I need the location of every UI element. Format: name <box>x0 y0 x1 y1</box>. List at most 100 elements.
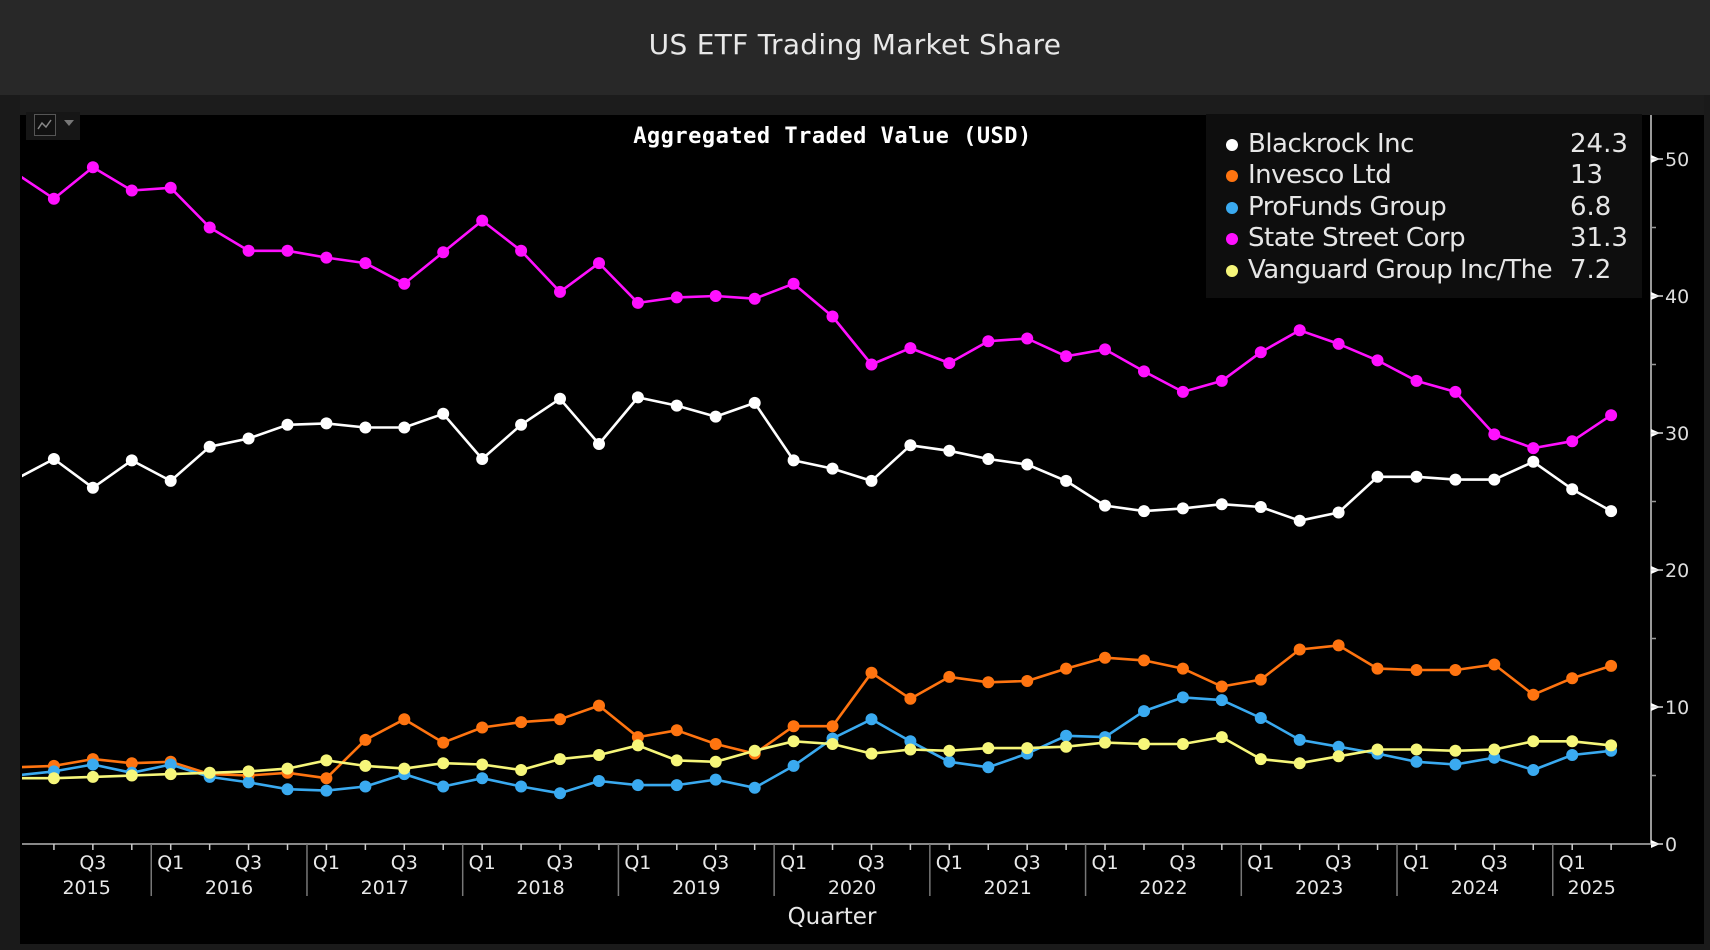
data-point <box>709 738 722 750</box>
data-point <box>554 787 566 800</box>
y-tick-label: 10 <box>1665 697 1689 719</box>
x-tick-label: Q1 <box>157 852 184 874</box>
legend-label: State Street Corp <box>1248 223 1466 253</box>
data-point <box>943 744 956 757</box>
data-point <box>1410 664 1423 676</box>
legend-dot-icon <box>1226 170 1238 182</box>
data-point <box>1099 343 1111 356</box>
data-point <box>1138 738 1150 750</box>
data-point <box>982 676 995 689</box>
data-point <box>904 743 917 756</box>
legend-dot-icon <box>1226 139 1238 151</box>
y-tick-label: 50 <box>1665 149 1689 171</box>
data-point <box>1332 337 1345 350</box>
data-point <box>1605 505 1618 518</box>
data-point <box>748 744 761 757</box>
data-point <box>320 772 333 785</box>
legend-item[interactable]: ProFunds Group 6.8 <box>1226 191 1636 223</box>
data-point <box>320 784 333 797</box>
legend-item[interactable]: Vanguard Group Inc/The 7.2 <box>1226 254 1636 286</box>
x-year-label: 2025 <box>1567 877 1615 899</box>
data-point <box>554 392 566 405</box>
series-state-street-corp <box>9 161 1618 455</box>
bottom-frame <box>0 944 1710 950</box>
left-frame <box>0 95 20 950</box>
data-point <box>515 244 528 257</box>
data-point <box>826 310 839 323</box>
data-point <box>164 181 177 194</box>
data-point <box>47 453 60 465</box>
x-year-label: 2018 <box>516 877 564 899</box>
data-point <box>9 770 21 782</box>
legend-item[interactable]: Invesco Ltd 13 <box>1226 159 1636 191</box>
data-point <box>1021 742 1034 755</box>
data-point <box>865 474 878 487</box>
x-tick-label: Q3 <box>1481 852 1508 874</box>
data-point <box>670 399 683 412</box>
data-point <box>554 753 566 766</box>
data-point <box>1293 324 1306 337</box>
data-point <box>1371 354 1384 367</box>
data-point <box>203 440 216 453</box>
line-chart-icon[interactable] <box>34 114 56 136</box>
data-point <box>748 396 761 409</box>
data-point <box>242 776 255 789</box>
x-tick-label: Q1 <box>1247 852 1274 874</box>
legend-value: 13 <box>1570 160 1604 190</box>
series-line <box>22 165 1612 450</box>
x-tick-label: Q1 <box>469 852 496 874</box>
legend-dot-icon <box>1226 265 1238 277</box>
data-point <box>359 257 372 270</box>
data-point <box>359 759 372 772</box>
data-point <box>86 481 99 494</box>
data-point <box>943 444 956 457</box>
data-point <box>476 772 489 785</box>
data-point <box>709 410 722 423</box>
data-point <box>398 713 411 726</box>
data-point <box>125 184 138 197</box>
series-line <box>22 696 1612 795</box>
data-point <box>787 277 800 290</box>
data-point <box>1527 455 1540 468</box>
data-point <box>554 713 566 726</box>
legend-item[interactable]: State Street Corp 31.3 <box>1226 222 1636 254</box>
data-point <box>9 772 21 784</box>
data-point <box>281 244 294 257</box>
data-point <box>437 246 450 259</box>
data-point <box>47 772 60 785</box>
legend-label: Blackrock Inc <box>1248 129 1414 159</box>
legend: Blackrock Inc 24.3 Invesco Ltd 13 ProFun… <box>1206 114 1642 298</box>
data-point <box>164 768 177 781</box>
series-vanguard-group-inc-the <box>9 731 1618 785</box>
caret-down-icon[interactable] <box>64 120 74 126</box>
data-point <box>515 780 528 793</box>
data-point <box>1371 470 1384 483</box>
x-year-label: 2023 <box>1295 877 1343 899</box>
data-point <box>670 291 683 304</box>
data-point <box>865 358 878 371</box>
data-point <box>9 474 21 486</box>
data-point <box>1449 758 1462 771</box>
x-tick-label: Q3 <box>702 852 729 874</box>
legend-value: 7.2 <box>1570 255 1612 285</box>
data-point <box>1060 350 1073 363</box>
data-point <box>787 720 800 733</box>
data-point <box>1488 751 1501 764</box>
data-point <box>9 167 21 179</box>
data-point <box>593 775 605 787</box>
data-point <box>904 342 917 355</box>
data-point <box>1099 499 1111 512</box>
x-tick-label: Q3 <box>391 852 418 874</box>
series-line <box>22 644 1612 780</box>
data-point <box>1176 662 1189 675</box>
legend-item[interactable]: Blackrock Inc 24.3 <box>1226 128 1636 160</box>
data-point <box>1410 374 1423 387</box>
data-point <box>1371 743 1384 756</box>
data-point <box>1527 764 1540 776</box>
right-frame <box>1704 95 1710 950</box>
data-point <box>982 335 995 348</box>
data-point <box>1060 662 1073 675</box>
data-point <box>865 666 878 679</box>
data-point <box>1527 442 1540 455</box>
